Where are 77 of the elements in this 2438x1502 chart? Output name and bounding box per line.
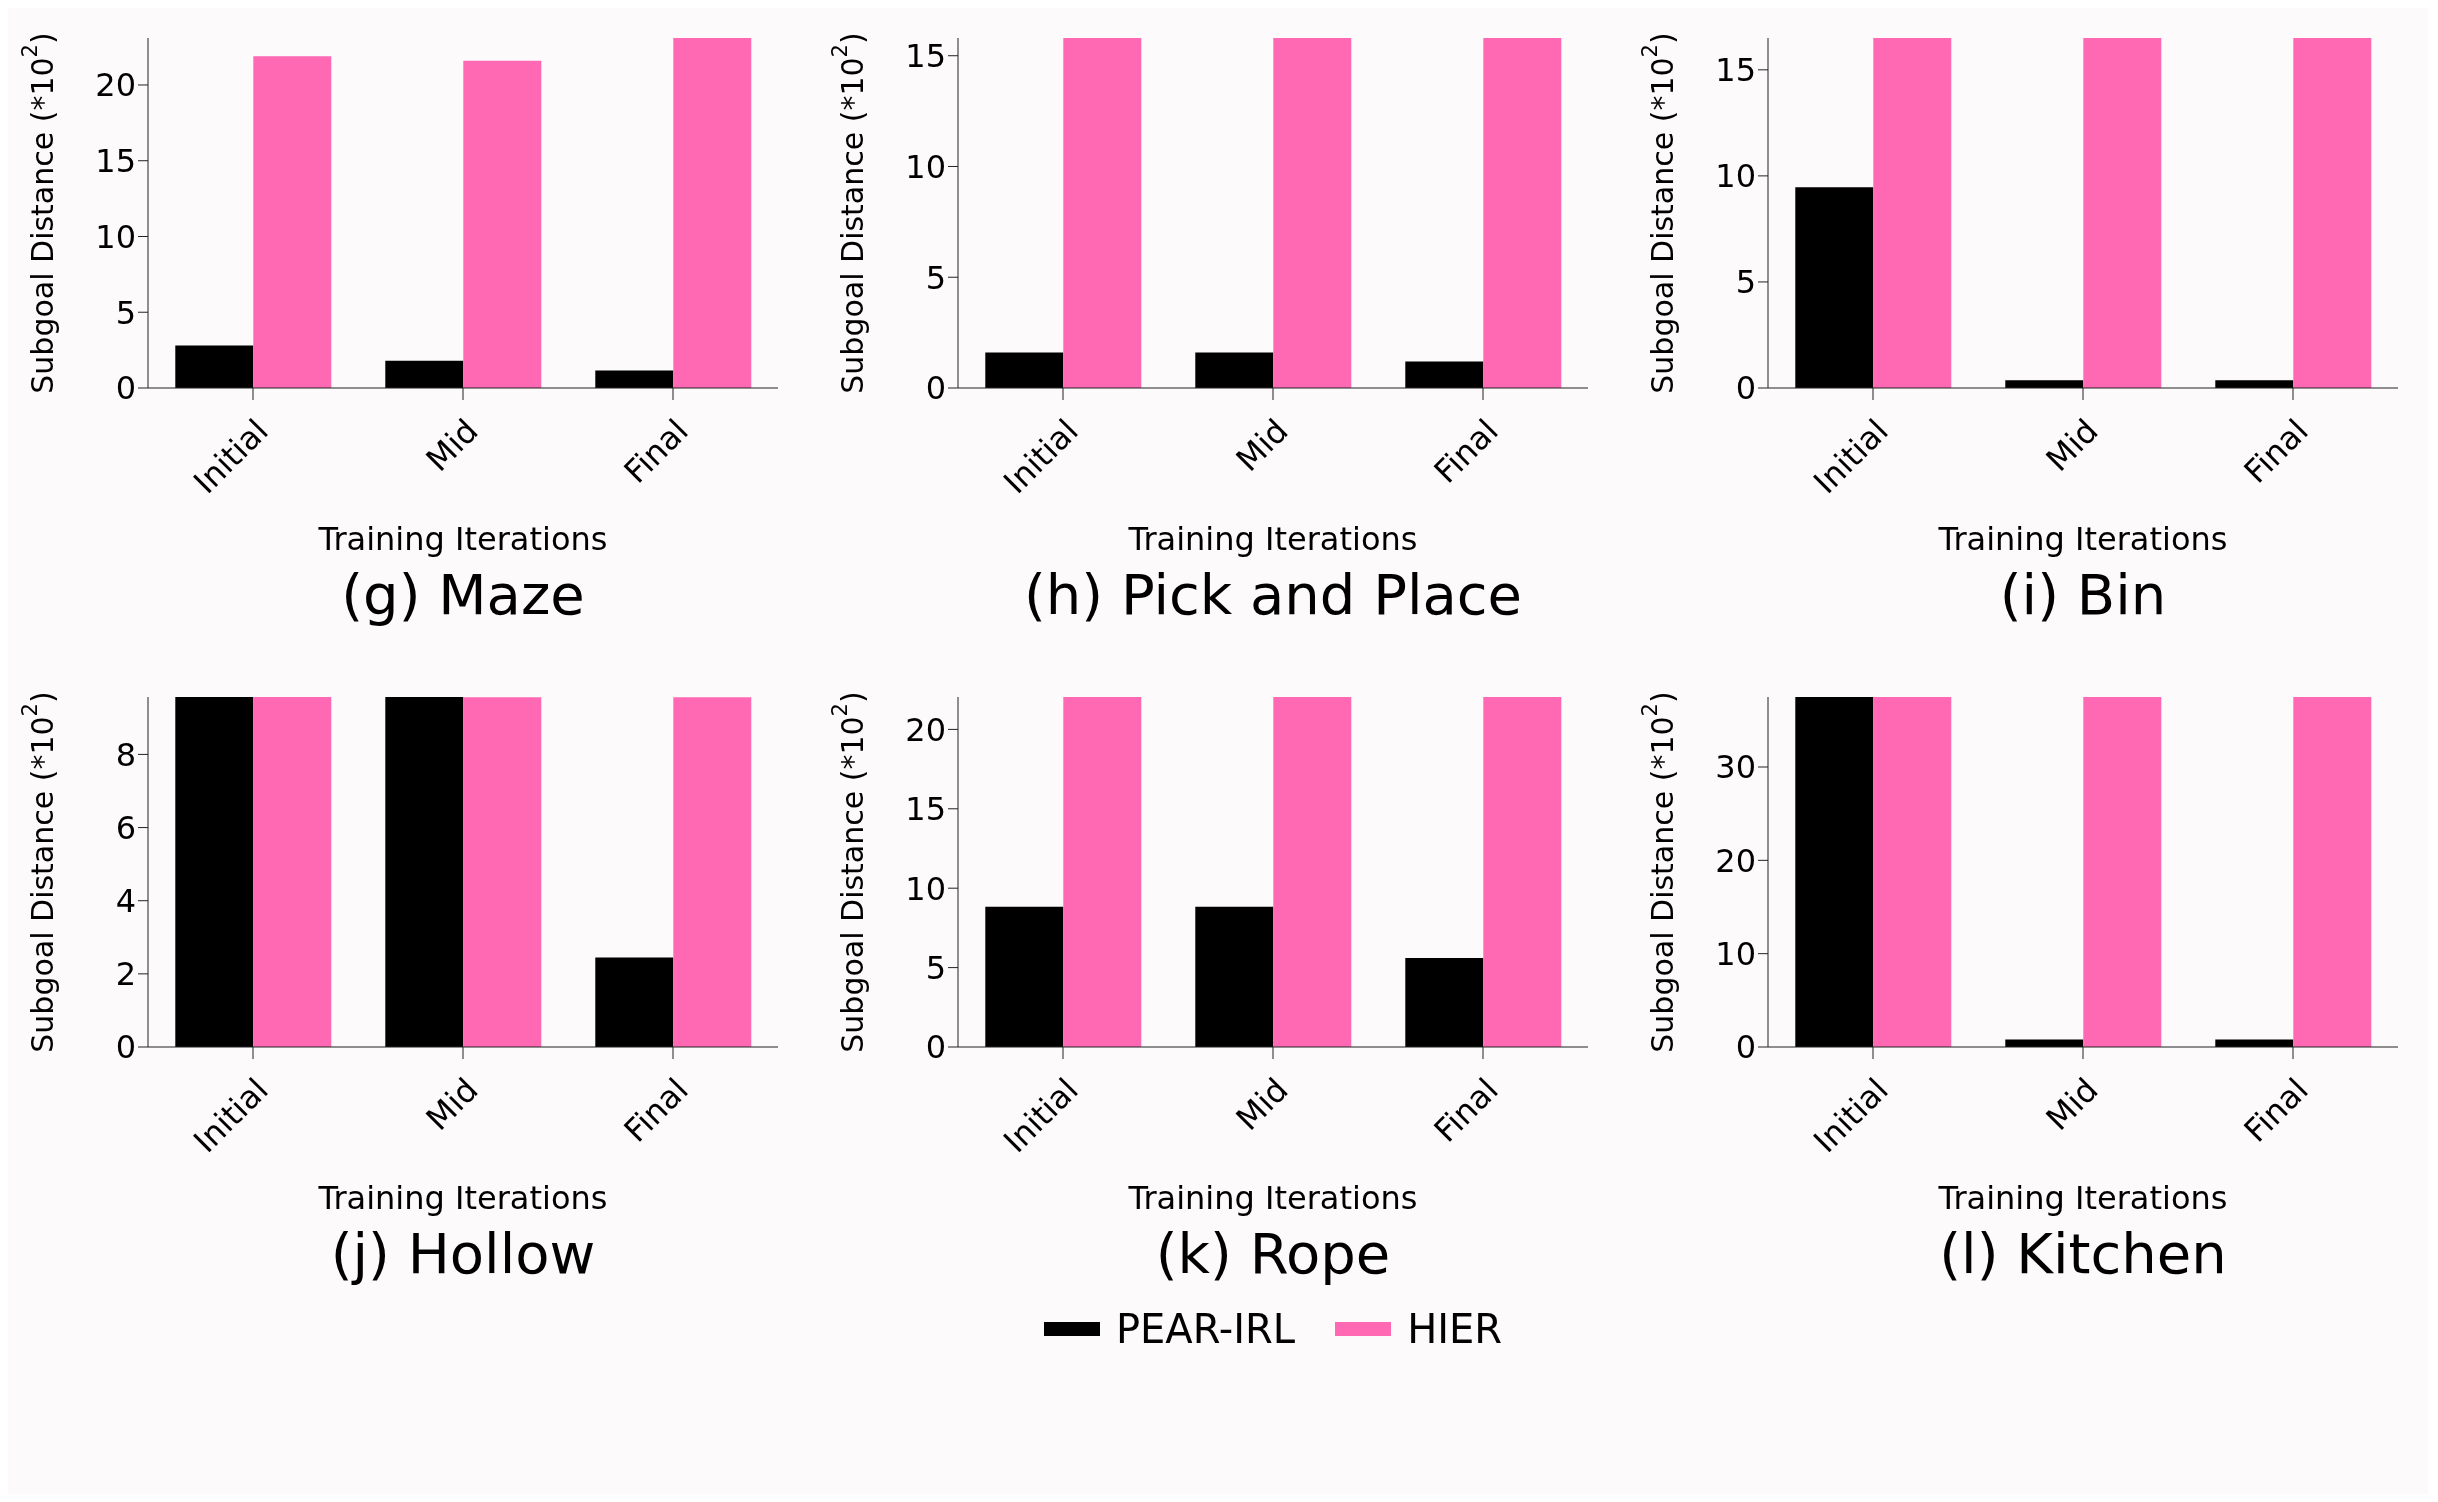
bar — [673, 38, 752, 388]
text: (k) Rope — [1154, 1221, 1392, 1286]
x-tick-label: Mid — [1228, 1070, 1296, 1138]
y-tick-label: 15 — [1715, 51, 1756, 90]
y-tick-label: 20 — [905, 710, 946, 749]
y-tick-label: 5 — [1735, 263, 1756, 302]
bar — [1405, 361, 1484, 388]
y-tick-label: 20 — [95, 66, 136, 105]
y-tick-label: 30 — [1715, 748, 1756, 787]
bar — [595, 370, 674, 388]
bar — [1063, 38, 1142, 388]
bar — [253, 697, 332, 1047]
x-axis-title: Training Iterations — [1937, 520, 2229, 558]
bar — [985, 352, 1064, 388]
bar — [2215, 380, 2294, 388]
y-tick-label: 5 — [925, 258, 946, 297]
y-tick-label: 10 — [1715, 935, 1756, 974]
y-tick-label: 15 — [95, 142, 136, 181]
y-tick-label: 0 — [1735, 1028, 1756, 1067]
y-tick-label: 5 — [115, 293, 136, 332]
bar — [1483, 38, 1562, 388]
bar — [253, 56, 332, 388]
bar — [985, 906, 1064, 1047]
bar — [673, 697, 752, 1047]
y-tick-label: 20 — [1715, 841, 1756, 880]
y-tick-label: 4 — [115, 882, 136, 921]
bar — [1195, 352, 1274, 388]
y-tick-label: 15 — [905, 37, 946, 76]
y-tick-label: 10 — [1715, 157, 1756, 196]
bar — [175, 345, 254, 388]
y-tick-label: 5 — [925, 948, 946, 987]
x-axis-title: Training Iterations — [317, 520, 609, 558]
x-axis-title: Training Iterations — [1127, 520, 1419, 558]
y-tick-label: 10 — [905, 147, 946, 186]
x-axis-title: Training Iterations — [317, 1179, 609, 1217]
text: (i) Bin — [1998, 562, 2168, 627]
y-tick-label: 8 — [115, 735, 136, 774]
bar — [2293, 38, 2372, 388]
bar — [1195, 906, 1274, 1047]
bar — [1063, 697, 1142, 1047]
bar — [1873, 38, 1952, 388]
y-tick-label: 10 — [95, 217, 136, 256]
y-tick-label: 0 — [115, 1028, 136, 1067]
x-tick-label: Mid — [2038, 411, 2106, 479]
text: (l) Kitchen — [1938, 1221, 2228, 1286]
text: (h) Pick and Place — [1022, 562, 1524, 627]
y-tick-label: 0 — [925, 369, 946, 408]
text: (j) Hollow — [329, 1221, 597, 1286]
x-tick-label: Mid — [418, 411, 486, 479]
y-tick-label: 2 — [115, 955, 136, 994]
y-tick-label: 15 — [905, 790, 946, 829]
bar — [1273, 697, 1352, 1047]
bar — [1483, 697, 1562, 1047]
bar — [175, 697, 254, 1047]
x-axis-title: Training Iterations — [1127, 1179, 1419, 1217]
bar — [595, 957, 674, 1047]
bar — [1273, 38, 1352, 388]
bar — [385, 360, 464, 388]
bar — [463, 60, 542, 388]
legend-label: HIER — [1407, 1306, 1503, 1352]
bar — [2005, 380, 2084, 388]
text: (g) Maze — [340, 562, 586, 627]
bar — [463, 697, 542, 1047]
x-tick-label: Mid — [1228, 411, 1296, 479]
y-tick-label: 0 — [1735, 369, 1756, 408]
bar — [2083, 38, 2162, 388]
y-tick-label: 0 — [115, 369, 136, 408]
legend-label: PEAR-IRL — [1115, 1306, 1296, 1352]
x-axis-title: Training Iterations — [1937, 1179, 2229, 1217]
y-tick-label: 6 — [115, 808, 136, 847]
y-tick-label: 0 — [925, 1028, 946, 1067]
y-tick-label: 10 — [905, 869, 946, 908]
x-tick-label: Mid — [418, 1070, 486, 1138]
bar — [385, 697, 464, 1047]
bar — [1405, 958, 1484, 1047]
x-tick-label: Mid — [2038, 1070, 2106, 1138]
bar — [1795, 187, 1874, 388]
